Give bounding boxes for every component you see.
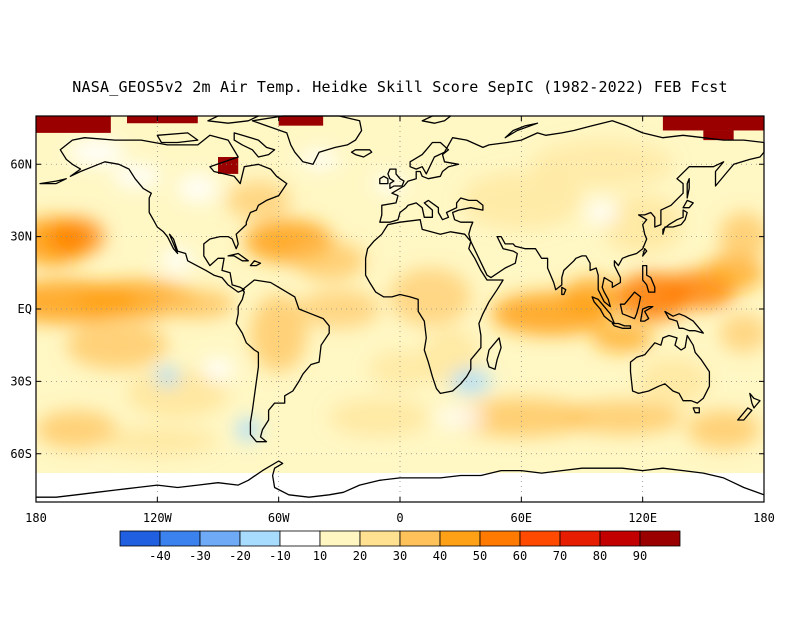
coastline-sulawesi — [639, 305, 654, 322]
coastline-borneo — [619, 291, 642, 320]
colorbar-swatch — [119, 530, 161, 547]
colorbar-label: 90 — [633, 549, 647, 563]
coastline-british-isles — [387, 168, 405, 190]
colorbar-swatch — [559, 530, 601, 547]
colorbar-label: 70 — [553, 549, 567, 563]
coastline-eurasia — [379, 120, 765, 308]
coastline-novaya-zemlya — [504, 122, 539, 139]
coastline-hispaniola — [249, 260, 262, 267]
colorbar-swatch — [639, 530, 681, 547]
arctic-high-skill-patch — [662, 116, 764, 131]
coastline-new-zealand-north — [749, 392, 761, 409]
colorbar-swatch — [199, 530, 241, 547]
colorbar-label: -20 — [229, 549, 251, 563]
lat-tick-label: 30S — [10, 374, 32, 388]
coastline-north-america — [59, 134, 288, 293]
colorbar-swatch — [479, 530, 521, 547]
coastline-sakhalin — [686, 178, 690, 199]
colorbar-label: -30 — [189, 549, 211, 563]
colorbar-swatch — [239, 530, 281, 547]
chart-title: NASA_GEOS5v2 2m Air Temp. Heidke Skill S… — [72, 78, 728, 96]
lon-tick-label: 180 — [25, 511, 47, 525]
arctic-high-skill-patch — [127, 116, 198, 124]
coastline-tasmania — [692, 407, 700, 414]
colorbar-swatch — [159, 530, 201, 547]
colorbar-label: 80 — [593, 549, 607, 563]
colorbar-swatch — [599, 530, 641, 547]
lon-tick-label: 60W — [268, 511, 290, 525]
coastline-africa — [364, 219, 504, 395]
colorbar-label: 60 — [513, 549, 527, 563]
coastline-greenland — [251, 115, 363, 165]
lon-tick-label: 0 — [396, 511, 403, 525]
colorbar-label: 30 — [393, 549, 407, 563]
lat-tick-label: 60S — [10, 447, 32, 461]
colorbar-label: 50 — [473, 549, 487, 563]
coastline-australia — [629, 334, 711, 404]
lon-tick-label: 120E — [628, 511, 657, 525]
coastline-baffin-island — [233, 132, 276, 158]
lon-tick-label: 180 — [753, 511, 775, 525]
colorbar-swatch — [399, 530, 441, 547]
colorbar-swatch — [279, 530, 321, 547]
coastline-new-guinea — [664, 310, 704, 334]
colorbar-label: 40 — [433, 549, 447, 563]
coastline-ireland — [379, 175, 389, 185]
colorbar-swatch — [359, 530, 401, 547]
coastline-south-america — [235, 279, 330, 443]
coastline-hokkaido — [682, 199, 694, 209]
coastline-victoria-island — [156, 132, 199, 144]
coastline-java — [611, 322, 632, 329]
colorbar-label: 20 — [353, 549, 367, 563]
coastline-madagascar — [486, 337, 502, 370]
coastline-philippines — [642, 264, 656, 293]
arctic-high-skill-patch — [703, 130, 734, 141]
lat-tick-label: 30N — [10, 230, 32, 244]
arctic-high-skill-patch — [278, 116, 324, 126]
lon-tick-label: 60E — [510, 511, 532, 525]
lat-tick-label: 60N — [10, 157, 32, 171]
colorbar-swatch — [519, 530, 561, 547]
coastline-antarctica — [36, 460, 765, 498]
colorbar-label: -10 — [269, 549, 291, 563]
coastline-sumatra — [591, 296, 616, 325]
lat-tick-label: EQ — [18, 302, 32, 316]
coastline-svalbard — [421, 115, 452, 124]
lon-tick-label: 120W — [143, 511, 173, 525]
coastline-iceland — [350, 149, 373, 158]
coastline-taiwan — [642, 248, 648, 257]
coastline-new-zealand-south — [737, 407, 753, 421]
colorbar-swatch — [439, 530, 481, 547]
arctic-high-skill-patch — [36, 116, 111, 133]
skill-field — [36, 137, 764, 457]
coastline-alaska-islands — [39, 178, 67, 185]
colorbar-swatch — [319, 530, 361, 547]
coastline-cuba — [227, 252, 249, 262]
colorbar-label: -40 — [149, 549, 171, 563]
hudson-bay-high-skill-patch — [218, 157, 239, 174]
coastline-sri-lanka — [561, 286, 567, 296]
coastline-japan — [662, 209, 688, 235]
colorbar-label: 10 — [313, 549, 327, 563]
